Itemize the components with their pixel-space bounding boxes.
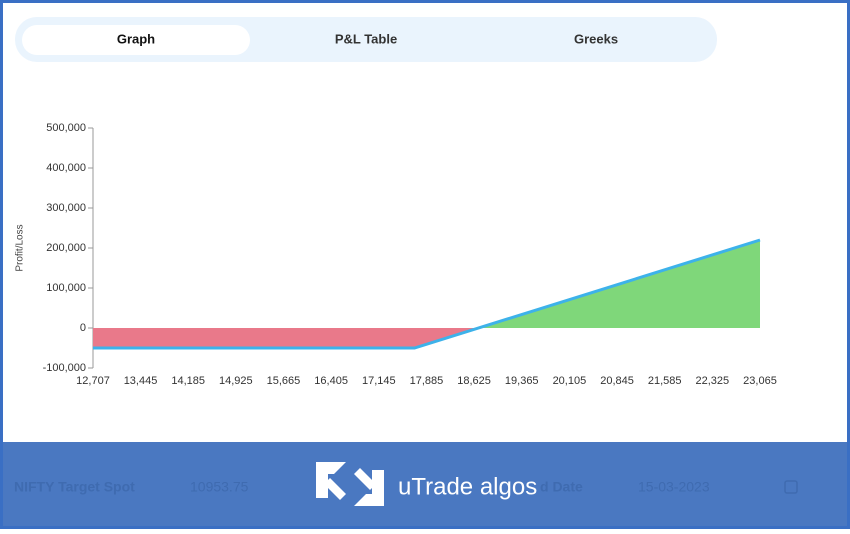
calendar-icon[interactable] — [784, 480, 798, 494]
x-tick-label: 18,625 — [457, 375, 491, 387]
x-tick-label: 12,707 — [76, 375, 110, 387]
x-tick-label: 20,845 — [600, 375, 634, 387]
x-tick-label: 15,665 — [267, 375, 301, 387]
x-tick-label: 17,885 — [410, 375, 444, 387]
logo-icon — [316, 462, 384, 506]
y-tick-label: 0 — [80, 322, 86, 334]
loss-area — [93, 328, 760, 348]
x-tick-label: 20,105 — [553, 375, 587, 387]
y-tick-label: 400,000 — [46, 162, 86, 174]
footer-band — [0, 442, 850, 529]
x-tick-label: 14,185 — [171, 375, 205, 387]
x-tick-label: 23,065 — [743, 375, 777, 387]
x-tick-label: 22,325 — [696, 375, 730, 387]
x-tick-label: 19,365 — [505, 375, 539, 387]
x-tick-label: 16,405 — [314, 375, 348, 387]
x-tick-label: 13,445 — [124, 375, 158, 387]
tab[interactable]: Greeks — [574, 31, 618, 46]
date-value[interactable]: 15-03-2023 — [638, 479, 710, 495]
tab[interactable]: P&L Table — [335, 31, 397, 46]
y-tick-label: 300,000 — [46, 202, 86, 214]
x-tick-label: 17,145 — [362, 375, 396, 387]
logo-text: uTrade algos — [398, 473, 537, 500]
date-label: d Date — [540, 479, 583, 495]
y-tick-label: 100,000 — [46, 282, 86, 294]
profit-area — [93, 240, 760, 328]
spot-label: NIFTY Target Spot — [14, 479, 135, 495]
x-tick-label: 21,585 — [648, 375, 682, 387]
tab-selected — [22, 25, 250, 55]
y-tick-label: 500,000 — [46, 122, 86, 134]
spot-value[interactable]: 10953.75 — [190, 479, 249, 495]
x-tick-label: 14,925 — [219, 375, 253, 387]
payoff-line — [93, 238, 761, 350]
y-tick-label: -100,000 — [43, 362, 86, 374]
plot: -100,000 0 100,000 200,000 300,000 400,000 500… — [43, 122, 777, 387]
tab[interactable]: Graph — [117, 31, 155, 46]
y-axis-label: Profit/Loss — [15, 224, 26, 271]
y-tick-label: 200,000 — [46, 242, 86, 254]
